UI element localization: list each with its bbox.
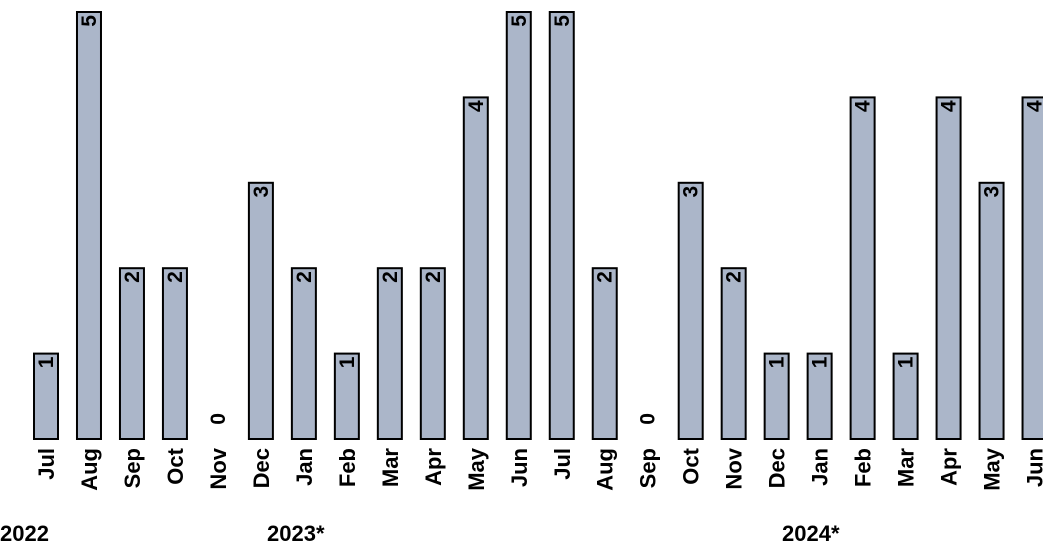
bars-group: 1 5 2 2 0 3 2 1 2 2 4 5 5 2 0 3 2 1 1 4 1 4 3 4 bbox=[33, 11, 1043, 441]
value-label-18: 1 bbox=[809, 356, 832, 368]
bar-21 bbox=[935, 96, 962, 441]
bar-15 bbox=[677, 181, 704, 441]
x-tick-22: May bbox=[980, 447, 1005, 491]
bar-6 bbox=[290, 267, 317, 441]
value-label-13: 2 bbox=[594, 271, 617, 283]
bar-22 bbox=[978, 181, 1005, 441]
value-label-19: 4 bbox=[852, 100, 875, 112]
value-label-17: 1 bbox=[766, 356, 789, 368]
bar-18 bbox=[806, 352, 833, 441]
value-label-10: 4 bbox=[465, 100, 488, 112]
value-label-16: 2 bbox=[723, 271, 746, 283]
bar-20 bbox=[892, 352, 919, 441]
bar-3 bbox=[161, 267, 188, 441]
x-tick-2: Sep bbox=[120, 448, 145, 488]
x-tick-9: Apr bbox=[421, 448, 446, 486]
year-label-0: 2022 bbox=[0, 521, 49, 546]
x-tick-19: Feb bbox=[851, 448, 876, 487]
x-tick-13: Aug bbox=[593, 448, 618, 491]
x-tick-12: Jul bbox=[550, 448, 575, 480]
x-tick-6: Jan bbox=[292, 448, 317, 486]
value-label-9: 2 bbox=[422, 271, 445, 283]
value-label-1: 5 bbox=[78, 15, 101, 27]
value-label-8: 2 bbox=[379, 271, 402, 283]
x-tick-1: Aug bbox=[77, 448, 102, 491]
value-label-20: 1 bbox=[895, 356, 918, 368]
bar-13 bbox=[591, 267, 618, 441]
x-tick-0: Jul bbox=[34, 448, 59, 480]
x-tick-14: Sep bbox=[636, 448, 661, 488]
x-tick-11: Jun bbox=[507, 448, 532, 487]
x-tick-17: Dec bbox=[765, 448, 790, 488]
x-tick-7: Feb bbox=[335, 448, 360, 487]
bar-11 bbox=[505, 11, 532, 440]
x-tick-20: Mar bbox=[894, 448, 919, 488]
value-label-4: 0 bbox=[207, 413, 230, 425]
bar-12 bbox=[548, 11, 575, 440]
value-label-2: 2 bbox=[121, 271, 144, 283]
x-tick-18: Jan bbox=[808, 448, 833, 486]
value-label-23: 4 bbox=[1024, 100, 1043, 112]
bar-5 bbox=[247, 181, 274, 441]
value-label-5: 3 bbox=[250, 186, 273, 198]
bar-16 bbox=[720, 267, 747, 441]
value-label-15: 3 bbox=[680, 186, 703, 198]
value-label-21: 4 bbox=[938, 100, 961, 112]
bar-2 bbox=[118, 267, 145, 441]
bar-7 bbox=[333, 352, 360, 441]
x-tick-23: Jun bbox=[1023, 448, 1043, 487]
x-tick-16: Nov bbox=[722, 447, 747, 489]
x-tick-8: Mar bbox=[378, 448, 403, 488]
value-label-0: 1 bbox=[35, 356, 58, 368]
bar-9 bbox=[419, 267, 446, 441]
bar-8 bbox=[376, 267, 403, 441]
value-label-22: 3 bbox=[981, 186, 1004, 198]
bar-19 bbox=[849, 96, 876, 441]
value-label-12: 5 bbox=[551, 15, 574, 27]
x-tick-15: Oct bbox=[679, 447, 704, 484]
bar-1 bbox=[75, 11, 102, 440]
value-label-11: 5 bbox=[508, 15, 531, 27]
value-label-6: 2 bbox=[293, 271, 316, 283]
year-label-2: 2024* bbox=[782, 521, 840, 546]
x-tick-4: Nov bbox=[206, 447, 231, 489]
bar-10 bbox=[462, 96, 489, 441]
bar-0 bbox=[33, 352, 59, 441]
x-tick-labels: Jul Aug Sep Oct Nov Dec Jan Feb Mar Apr May Jun Jul A… bbox=[34, 447, 1043, 491]
x-tick-5: Dec bbox=[249, 448, 274, 488]
value-label-3: 2 bbox=[164, 271, 187, 283]
x-tick-3: Oct bbox=[163, 447, 188, 484]
bar-17 bbox=[763, 352, 790, 441]
x-tick-10: May bbox=[464, 447, 489, 491]
value-label-14: 0 bbox=[637, 413, 660, 425]
bar-23 bbox=[1021, 96, 1043, 441]
year-labels: 2022 2023* 2024* bbox=[0, 521, 840, 546]
x-tick-21: Apr bbox=[937, 448, 962, 486]
year-label-1: 2023* bbox=[267, 521, 325, 546]
value-label-7: 1 bbox=[336, 356, 359, 368]
